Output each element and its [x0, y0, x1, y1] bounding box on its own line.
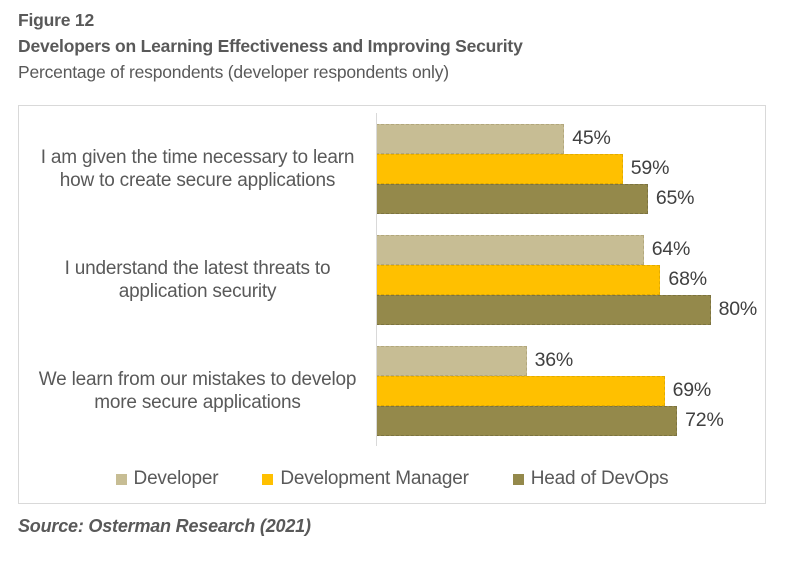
bar-development-manager [376, 153, 623, 184]
plot-area: I am given the time necessary to learn h… [19, 113, 765, 446]
bar-line: 45% [376, 123, 765, 154]
value-label: 65% [655, 187, 695, 209]
bar-development-manager [376, 264, 661, 295]
chart-legend: Developer Development Manager Head of DevO… [19, 468, 765, 490]
bar-line: 72% [376, 405, 765, 436]
value-label: 64% [651, 238, 691, 260]
source-note: Source: Osterman Research (2021) [18, 516, 311, 536]
bar-head-of-devops [376, 183, 648, 214]
chart-frame: I am given the time necessary to learn h… [18, 105, 766, 504]
figure-subtitle: Percentage of respondents (developer res… [18, 62, 449, 82]
category-row: We learn from our mistakes to develop mo… [19, 335, 765, 446]
category-row: I am given the time necessary to learn h… [19, 113, 765, 224]
category-label: I understand the latest threats to appli… [64, 257, 331, 302]
value-label: 68% [668, 268, 707, 290]
bar-line: 69% [376, 375, 765, 406]
value-label: 69% [672, 379, 712, 401]
bar-line: 59% [376, 153, 765, 184]
bar-group: 45% 59% 65% [376, 113, 765, 224]
value-label: 36% [534, 349, 574, 371]
value-label: 59% [630, 157, 670, 179]
legend-label: Head of DevOps [530, 468, 669, 489]
category-label: We learn from our mistakes to develop mo… [38, 368, 357, 413]
legend-swatch-icon [512, 473, 524, 485]
bar-head-of-devops [376, 405, 678, 436]
bar-head-of-devops [376, 294, 711, 325]
legend-swatch-icon [115, 473, 127, 485]
bar-developer [376, 123, 565, 154]
figure-label: Figure 12 [18, 10, 95, 30]
bar-line: 36% [376, 345, 765, 376]
bar-group: 36% 69% 72% [376, 335, 765, 446]
value-label: 45% [572, 127, 611, 149]
value-label: 72% [685, 409, 724, 431]
bar-developer [376, 345, 527, 376]
legend-item-developer: Developer [115, 468, 219, 490]
legend-label: Developer [133, 468, 219, 489]
bar-group: 64% 68% 80% [376, 224, 765, 335]
legend-label: Development Manager [280, 468, 469, 489]
category-axis-line [376, 113, 377, 446]
legend-swatch-icon [262, 473, 274, 485]
figure-header: Figure 12 Developers on Learning Effecti… [18, 7, 523, 85]
category-label: I am given the time necessary to learn h… [40, 146, 355, 191]
bar-line: 68% [376, 264, 765, 295]
value-label: 80% [718, 298, 758, 320]
bar-developer [376, 234, 644, 265]
bar-line: 80% [376, 294, 765, 325]
legend-item-head-of-devops: Head of DevOps [512, 468, 669, 490]
bar-line: 64% [376, 234, 765, 265]
legend-item-development-manager: Development Manager [262, 468, 469, 490]
bar-development-manager [376, 375, 665, 406]
bar-line: 65% [376, 183, 765, 214]
category-row: I understand the latest threats to appli… [19, 224, 765, 335]
figure-title: Developers on Learning Effectiveness and… [18, 36, 523, 56]
